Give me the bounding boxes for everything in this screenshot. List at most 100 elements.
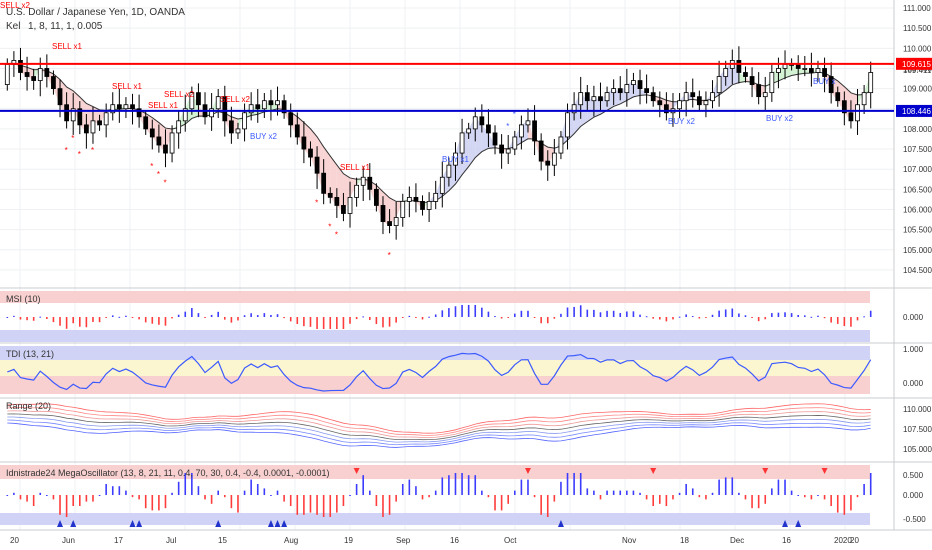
candle-body[interactable] [261,100,267,110]
candle-body[interactable] [334,196,340,206]
candle-body[interactable] [756,84,762,98]
candle-body[interactable] [64,104,69,122]
candle-body[interactable] [347,196,353,214]
candle-body[interactable] [499,144,504,154]
candle-body[interactable] [387,221,392,226]
candle-body[interactable] [696,96,702,106]
candle-body[interactable] [209,108,214,118]
candle-body[interactable] [380,205,386,222]
candle-body[interactable] [512,136,518,150]
candle-body[interactable] [637,80,643,90]
candle-body[interactable] [466,128,472,134]
candle-body[interactable] [472,116,478,130]
candle-body[interactable] [4,64,10,85]
candle-body[interactable] [584,92,590,102]
candle-body[interactable] [229,120,234,134]
candle-body[interactable] [110,104,116,114]
candle-body[interactable] [828,76,834,94]
candle-body[interactable] [77,108,83,126]
candle-body[interactable] [196,92,201,106]
candle-body[interactable] [690,92,696,98]
candle-body[interactable] [782,64,788,69]
candle-body[interactable] [664,104,669,114]
candle-body[interactable] [822,68,827,77]
candle-body[interactable] [644,88,649,94]
candle-body[interactable] [723,68,729,77]
candle-body[interactable] [327,192,333,198]
candle-body[interactable] [301,136,307,150]
candle-body[interactable] [37,68,43,81]
candle-body[interactable] [116,104,122,110]
candle-body[interactable] [538,140,544,162]
candle-body[interactable] [354,184,359,198]
candle-body[interactable] [149,128,155,138]
candle-body[interactable] [103,112,109,126]
candle-body[interactable] [795,64,801,69]
candle-body[interactable] [413,196,419,202]
candle-body[interactable] [400,201,406,218]
candle-body[interactable] [374,188,379,206]
candle-body[interactable] [268,100,274,106]
candle-body[interactable] [769,72,775,94]
candle-body[interactable] [248,104,254,114]
candle-body[interactable] [743,72,748,77]
candle-body[interactable] [360,176,366,186]
candle-body[interactable] [617,88,623,94]
candle-body[interactable] [123,104,129,110]
candle-body[interactable] [657,100,663,106]
candle-body[interactable] [677,100,682,110]
candle-body[interactable] [683,92,689,102]
candle-body[interactable] [578,92,584,106]
candle-body[interactable] [433,192,439,202]
candle-body[interactable] [519,124,524,138]
candle-body[interactable] [650,92,656,102]
candle-body[interactable] [525,120,531,126]
candle-body[interactable] [426,201,432,210]
candle-body[interactable] [57,88,63,106]
candle-body[interactable] [459,132,465,154]
candle-body[interactable] [802,68,808,70]
candle-body[interactable] [551,152,557,166]
candle-body[interactable] [736,60,742,73]
candle-body[interactable] [492,132,498,146]
candle-body[interactable] [486,124,491,134]
candle-body[interactable] [51,76,56,90]
candle-body[interactable] [611,88,617,94]
candle-body[interactable] [189,92,195,110]
candle-body[interactable] [406,196,412,202]
candle-body[interactable] [163,144,168,154]
tdi-panel[interactable]: TDI (13, 21) 1.000 0.000 [0,345,924,394]
candle-body[interactable] [275,100,280,106]
candle-body[interactable] [31,76,37,81]
candle-body[interactable] [571,104,577,114]
candle-body[interactable] [848,112,854,122]
candle-body[interactable] [44,68,50,77]
candle-body[interactable] [222,96,228,122]
candle-body[interactable] [545,160,551,166]
candle-body[interactable] [84,124,89,134]
candle-body[interactable] [24,72,30,77]
candle-body[interactable] [18,60,23,73]
candle-body[interactable] [281,100,287,114]
candle-body[interactable] [420,201,425,210]
candle-body[interactable] [591,96,597,102]
candle-body[interactable] [624,84,630,94]
candle-body[interactable] [308,148,313,158]
osc-panel[interactable]: Idnistrade24 MegaOscillator (13, 8, 21, … [0,465,926,527]
range-panel[interactable]: Range (20) 110.000 107.500 105.000 [6,401,932,454]
candle-body[interactable] [868,72,874,94]
candle-body[interactable] [762,92,768,98]
candle-body[interactable] [143,116,149,130]
candle-body[interactable] [321,172,327,194]
candle-body[interactable] [479,116,485,126]
candle-body[interactable] [453,152,458,166]
candle-body[interactable] [855,104,860,122]
candle-body[interactable] [565,112,570,138]
candle-body[interactable] [861,92,867,106]
candle-body[interactable] [156,136,162,146]
candle-body[interactable] [710,92,715,102]
candle-body[interactable] [176,120,182,134]
candle-body[interactable] [716,76,722,94]
candle-body[interactable] [815,68,821,73]
candle-body[interactable] [130,104,135,110]
